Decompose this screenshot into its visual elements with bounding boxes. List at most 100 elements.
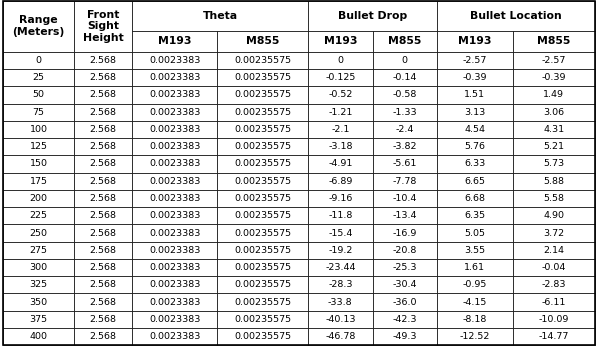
Text: -0.95: -0.95 (462, 280, 487, 289)
Bar (372, 52, 437, 69)
Text: -49.3: -49.3 (393, 332, 417, 341)
Bar (132, 242, 218, 259)
Bar (308, 52, 372, 69)
Text: 0.0023383: 0.0023383 (149, 177, 200, 186)
Text: 0.00235575: 0.00235575 (234, 315, 291, 324)
Text: 0.0023383: 0.0023383 (149, 246, 200, 255)
Bar (218, 173, 308, 190)
Text: -19.2: -19.2 (328, 246, 352, 255)
Bar (437, 155, 513, 173)
Text: 2.568: 2.568 (89, 332, 116, 341)
Text: 0: 0 (402, 56, 408, 65)
Bar (437, 103, 513, 121)
Bar (372, 103, 437, 121)
Bar (308, 155, 372, 173)
Bar (372, 69, 437, 86)
Bar (3, 225, 74, 242)
Text: 25: 25 (33, 73, 45, 82)
Bar (372, 121, 437, 138)
Bar (3, 103, 74, 121)
Bar (308, 242, 372, 259)
Text: 350: 350 (29, 298, 48, 307)
Text: -0.39: -0.39 (462, 73, 487, 82)
Bar (3, 259, 74, 276)
Bar (513, 103, 595, 121)
Bar (372, 328, 437, 345)
Bar (74, 173, 132, 190)
Text: 4.90: 4.90 (543, 211, 564, 220)
Bar (437, 52, 513, 69)
Text: 225: 225 (29, 211, 48, 220)
Bar (308, 328, 372, 345)
Text: 300: 300 (29, 263, 48, 272)
Text: 0.00235575: 0.00235575 (234, 229, 291, 238)
Bar (132, 121, 218, 138)
Bar (308, 225, 372, 242)
Text: -2.57: -2.57 (462, 56, 487, 65)
Text: 2.568: 2.568 (89, 263, 116, 272)
Bar (308, 276, 372, 293)
Text: 5.05: 5.05 (464, 229, 485, 238)
Text: 200: 200 (29, 194, 48, 203)
Text: 0.00235575: 0.00235575 (234, 246, 291, 255)
Bar (218, 31, 308, 52)
Text: M193: M193 (458, 36, 492, 46)
Text: 50: 50 (33, 90, 45, 99)
Text: 2.14: 2.14 (543, 246, 564, 255)
Text: -2.1: -2.1 (331, 125, 349, 134)
Text: 0.0023383: 0.0023383 (149, 125, 200, 134)
Text: -12.52: -12.52 (460, 332, 490, 341)
Text: -30.4: -30.4 (393, 280, 417, 289)
Text: 0.00235575: 0.00235575 (234, 160, 291, 169)
Bar (437, 259, 513, 276)
Bar (372, 207, 437, 225)
Bar (437, 293, 513, 311)
Text: -14.77: -14.77 (539, 332, 569, 341)
Bar (132, 276, 218, 293)
Text: 0.00235575: 0.00235575 (234, 194, 291, 203)
Bar (372, 173, 437, 190)
Bar (437, 311, 513, 328)
Text: 5.88: 5.88 (543, 177, 564, 186)
Bar (218, 190, 308, 207)
Text: 0.0023383: 0.0023383 (149, 142, 200, 151)
Bar (308, 259, 372, 276)
Bar (132, 155, 218, 173)
Bar (437, 242, 513, 259)
Text: 2.568: 2.568 (89, 177, 116, 186)
Text: 0.0023383: 0.0023383 (149, 332, 200, 341)
Text: 6.33: 6.33 (464, 160, 485, 169)
Text: -0.58: -0.58 (393, 90, 417, 99)
Text: 125: 125 (29, 142, 48, 151)
Bar (372, 293, 437, 311)
Text: 0.0023383: 0.0023383 (149, 211, 200, 220)
Text: 6.35: 6.35 (464, 211, 485, 220)
Text: -33.8: -33.8 (328, 298, 353, 307)
Bar (74, 225, 132, 242)
Text: 0.0023383: 0.0023383 (149, 73, 200, 82)
Bar (437, 86, 513, 103)
Text: M855: M855 (246, 36, 280, 46)
Bar (132, 31, 218, 52)
Text: 2.568: 2.568 (89, 73, 116, 82)
Bar (513, 173, 595, 190)
Bar (218, 207, 308, 225)
Text: 6.68: 6.68 (464, 194, 485, 203)
Bar (132, 311, 218, 328)
Bar (218, 225, 308, 242)
Text: -3.82: -3.82 (393, 142, 417, 151)
Text: 0.0023383: 0.0023383 (149, 229, 200, 238)
Text: 2.568: 2.568 (89, 56, 116, 65)
Text: 325: 325 (29, 280, 48, 289)
Text: 0: 0 (337, 56, 343, 65)
Text: 3.13: 3.13 (464, 108, 485, 117)
Text: 3.55: 3.55 (464, 246, 485, 255)
Bar (74, 259, 132, 276)
Bar (3, 138, 74, 155)
Text: 0.00235575: 0.00235575 (234, 108, 291, 117)
Text: M193: M193 (158, 36, 191, 46)
Text: -20.8: -20.8 (393, 246, 417, 255)
Text: 0.00235575: 0.00235575 (234, 177, 291, 186)
Bar (132, 225, 218, 242)
Bar (132, 52, 218, 69)
